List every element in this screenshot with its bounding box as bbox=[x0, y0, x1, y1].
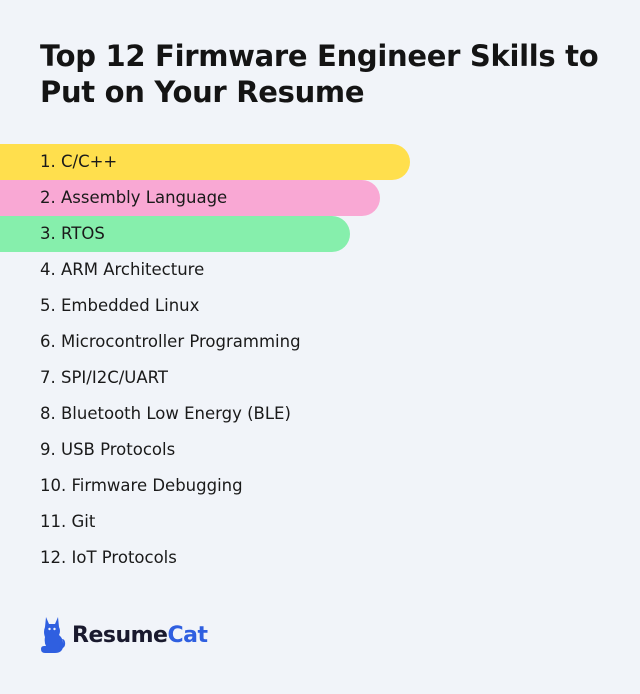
page-title: Top 12 Firmware Engineer Skills to Put o… bbox=[40, 39, 599, 109]
skill-item-2: 2. Assembly Language bbox=[0, 180, 380, 216]
skill-item-10: 10. Firmware Debugging bbox=[40, 476, 243, 495]
skill-item-9: 9. USB Protocols bbox=[40, 440, 176, 459]
skill-item-1: 1. C/C++ bbox=[0, 144, 410, 180]
cat-icon bbox=[41, 617, 66, 653]
brand-logo: ResumeCat bbox=[40, 614, 208, 656]
skill-item-11: 11. Git bbox=[40, 512, 96, 531]
skill-item-4: 4. ARM Architecture bbox=[40, 260, 205, 279]
skill-item-7: 7. SPI/I2C/UART bbox=[40, 368, 168, 387]
brand-name-part2: Cat bbox=[167, 622, 208, 648]
brand-name-part1: Resume bbox=[72, 622, 168, 648]
skill-item-6: 6. Microcontroller Programming bbox=[40, 332, 301, 351]
brand-name: ResumeCat bbox=[72, 622, 208, 648]
skill-item-8: 8. Bluetooth Low Energy (BLE) bbox=[40, 404, 291, 423]
skills-list: 1. C/C++ 2. Assembly Language 3. RTOS 4.… bbox=[0, 144, 640, 576]
skill-item-5: 5. Embedded Linux bbox=[40, 296, 200, 315]
skill-item-3: 3. RTOS bbox=[0, 216, 350, 252]
skill-item-12: 12. IoT Protocols bbox=[40, 548, 177, 567]
